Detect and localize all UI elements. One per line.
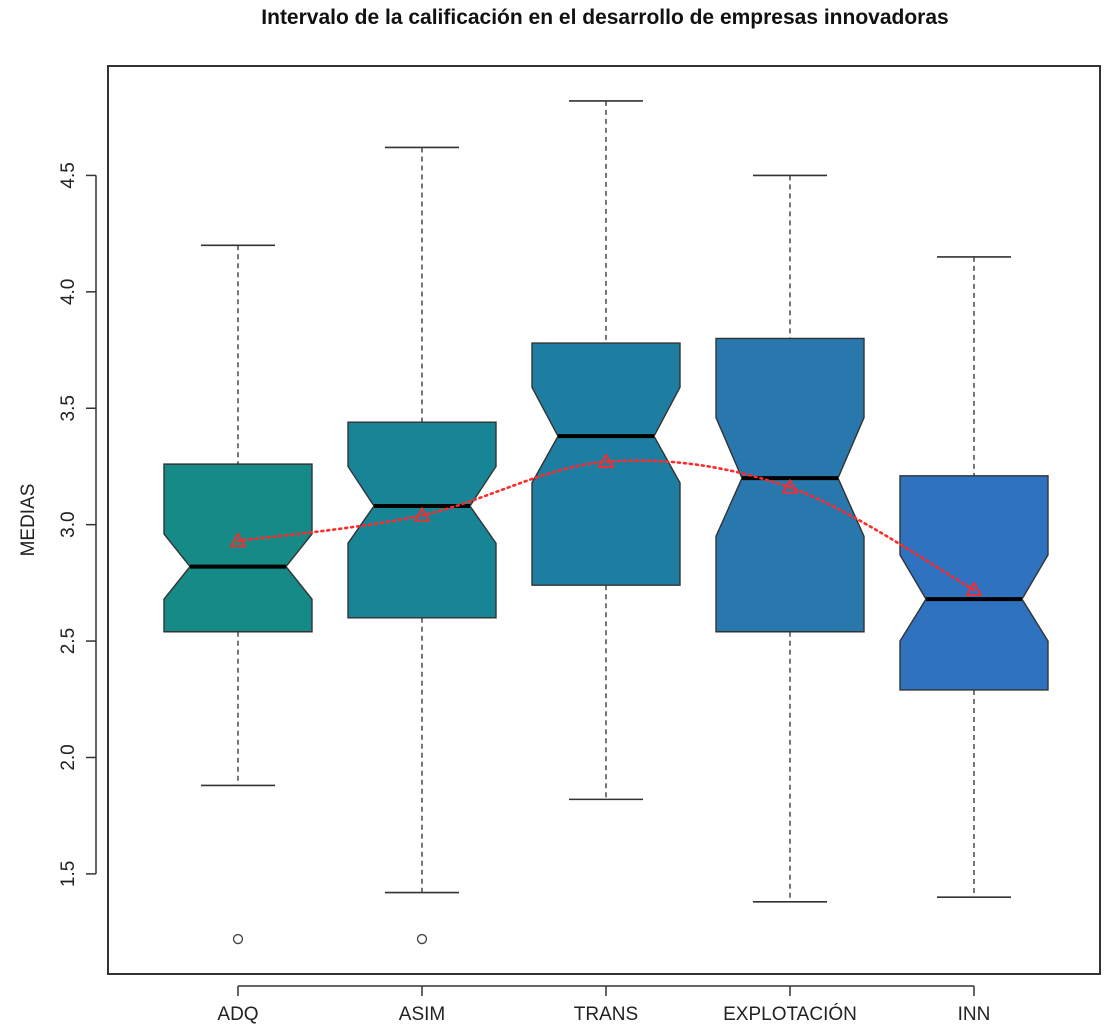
box-adq	[163, 244, 313, 945]
box-inn	[899, 256, 1049, 898]
box-explotación	[715, 174, 865, 903]
mean-line	[236, 459, 976, 592]
y-tick-label: 4.0	[58, 279, 79, 305]
y-tick-label: 3.0	[58, 511, 79, 537]
notched-box	[531, 342, 681, 586]
y-tick-label: 4.5	[58, 162, 79, 188]
y-tick-label: 3.5	[58, 395, 79, 421]
outlier-point	[416, 933, 428, 945]
mean-marker	[229, 532, 247, 548]
y-tick-label: 1.5	[58, 861, 79, 887]
x-axis: ADQ ASIM TRANS EXPLOTACIÓN INN	[217, 985, 991, 1025]
x-tick-label: ASIM	[399, 1004, 445, 1025]
box-trans	[531, 100, 681, 801]
x-tick-label: TRANS	[574, 1004, 638, 1025]
plot-frame	[107, 65, 1101, 975]
x-tick-label: INN	[958, 1004, 991, 1025]
mean-marker	[413, 506, 431, 522]
box-asim	[347, 146, 497, 945]
y-axis: 1.5 2.0 2.5 3.0 3.5 4.0 4.5	[58, 162, 97, 887]
chart-title: Intervalo de la calificación en el desar…	[261, 6, 949, 29]
x-tick-label: EXPLOTACIÓN	[723, 1003, 857, 1025]
y-tick-label: 2.5	[58, 628, 79, 654]
y-axis-title: MEDIAS	[18, 484, 39, 557]
mean-marker	[965, 581, 983, 596]
mean-marker	[781, 478, 799, 494]
notched-box	[163, 463, 313, 633]
notched-box	[715, 337, 865, 633]
boxes-group	[163, 100, 1049, 945]
x-tick-label: ADQ	[217, 1004, 258, 1025]
outlier-point	[232, 933, 244, 945]
mean-marker	[597, 452, 615, 468]
y-tick-label: 2.0	[58, 744, 79, 770]
mean-layer	[229, 452, 983, 596]
